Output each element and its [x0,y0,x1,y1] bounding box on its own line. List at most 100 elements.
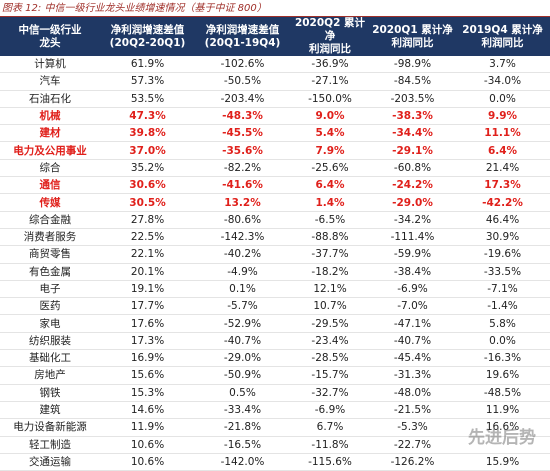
industry-cell: 消费者服务 [0,228,100,247]
value-cell: 0.0% [455,90,550,108]
value-cell: -31.3% [370,366,455,385]
value-cell: -34.2% [370,211,455,229]
value-cell: 1.4% [290,193,370,212]
value-cell: -40.7% [195,332,290,351]
industry-cell: 传媒 [0,193,100,212]
value-cell: 5.4% [290,124,370,143]
value-cell: 30.5% [100,193,195,212]
value-cell: -1.4% [455,297,550,316]
value-cell: 6.4% [455,141,550,160]
header-line: 中信一级行业 [18,23,82,36]
value-cell: 10.7% [290,297,370,316]
industry-cell: 计算机 [0,56,100,74]
table-row: 建筑 14.6% -33.4% -6.9% -21.5% 11.9% [0,401,550,420]
value-cell: -45.5% [195,124,290,143]
value-cell [455,436,550,454]
value-cell: -40.7% [370,332,455,351]
value-cell: -59.9% [370,245,455,264]
value-cell: 19.6% [455,366,550,385]
value-cell: -84.5% [370,72,455,91]
value-cell: 11.9% [100,418,195,437]
industry-cell: 电力设备新能源 [0,418,100,437]
value-cell: 20.1% [100,263,195,281]
table-row: 纺织服装 17.3% -40.7% -23.4% -40.7% 0.0% [0,332,550,351]
value-cell: -7.0% [370,297,455,316]
value-cell: -203.4% [195,90,290,108]
value-cell: -203.5% [370,90,455,108]
value-cell: 35.2% [100,159,195,178]
header-cell: 净利润增速差值 (20Q1-19Q4) [195,17,290,56]
value-cell: -11.8% [290,436,370,454]
industry-cell: 房地产 [0,366,100,385]
value-cell: 12.1% [290,280,370,299]
industry-cell: 电力及公用事业 [0,141,100,160]
table-row: 电子 19.1% 0.1% 12.1% -6.9% -7.1% [0,280,550,299]
value-cell: -50.5% [195,72,290,91]
value-cell: -60.8% [370,159,455,178]
header-cell: 2020Q2 累计净 利润同比 [290,17,370,56]
value-cell: -5.7% [195,297,290,316]
header-line: 2019Q4 累计净 [462,23,543,36]
industry-cell: 石油石化 [0,90,100,108]
table-row: 综合 35.2% -82.2% -25.6% -60.8% 21.4% [0,159,550,178]
value-cell: 57.3% [100,72,195,91]
value-cell: -36.9% [290,56,370,74]
value-cell: -6.9% [290,401,370,420]
table-row: 建材 39.8% -45.5% 5.4% -34.4% 11.1% [0,124,550,143]
value-cell: 13.2% [195,193,290,212]
value-cell: -18.2% [290,263,370,281]
industry-cell: 机械 [0,107,100,126]
value-cell: 22.5% [100,228,195,247]
value-cell: 10.6% [100,436,195,454]
table-row: 汽车 57.3% -50.5% -27.1% -84.5% -34.0% [0,72,550,91]
value-cell: -29.0% [370,193,455,212]
value-cell: 17.3% [455,176,550,195]
table-row: 计算机 61.9% -102.6% -36.9% -98.9% 3.7% [0,56,550,74]
value-cell: -16.5% [195,436,290,454]
value-cell: -15.7% [290,366,370,385]
industry-cell: 家电 [0,314,100,333]
table-row: 电力及公用事业 37.0% -35.6% 7.9% -29.1% 6.4% [0,141,550,160]
industry-cell: 建筑 [0,401,100,420]
value-cell: -29.5% [290,314,370,333]
table-row: 消费者服务 22.5% -142.3% -88.8% -111.4% 30.9% [0,228,550,247]
value-cell: -37.7% [290,245,370,264]
value-cell: -7.1% [455,280,550,299]
value-cell: -98.9% [370,56,455,74]
value-cell: -19.6% [455,245,550,264]
value-cell: 16.9% [100,349,195,368]
value-cell: 15.6% [100,366,195,385]
value-cell: -45.4% [370,349,455,368]
value-cell: -40.2% [195,245,290,264]
value-cell: -29.0% [195,349,290,368]
header-line: 2020Q2 累计净 [294,17,366,42]
value-cell: 17.3% [100,332,195,351]
value-cell: 14.6% [100,401,195,420]
value-cell: -4.9% [195,263,290,281]
industry-cell: 建材 [0,124,100,143]
industry-cell: 有色金属 [0,263,100,281]
table-body: 计算机 61.9% -102.6% -36.9% -98.9% 3.7% 汽车 57.3% -5… [0,56,550,471]
value-cell: 0.0% [455,332,550,351]
table-row: 钢铁 15.3% 0.5% -32.7% -48.0% -48.5% [0,384,550,402]
header-line: 利润同比 [391,36,434,49]
value-cell: 0.5% [195,384,290,402]
table: 中信一级行业 龙头 净利润增速差值 (20Q2-20Q1) 净利润增速差值 (20Q1-1… [0,17,550,471]
value-cell: -35.6% [195,141,290,160]
value-cell: -142.3% [195,228,290,247]
value-cell: -50.9% [195,366,290,385]
value-cell: -82.2% [195,159,290,178]
industry-cell: 基础化工 [0,349,100,368]
industry-cell: 通信 [0,176,100,195]
header-line: 龙头 [39,36,61,49]
value-cell: -52.9% [195,314,290,333]
header-row: 中信一级行业 龙头 净利润增速差值 (20Q2-20Q1) 净利润增速差值 (20Q1-1… [0,17,550,56]
value-cell: 61.9% [100,56,195,74]
value-cell: 5.8% [455,314,550,333]
table-row: 商贸零售 22.1% -40.2% -37.7% -59.9% -19.6% [0,245,550,264]
header-line: 净利润增速差值 [205,23,280,36]
value-cell: -111.4% [370,228,455,247]
value-cell: 22.1% [100,245,195,264]
header-line: 2020Q1 累计净 [372,23,453,36]
